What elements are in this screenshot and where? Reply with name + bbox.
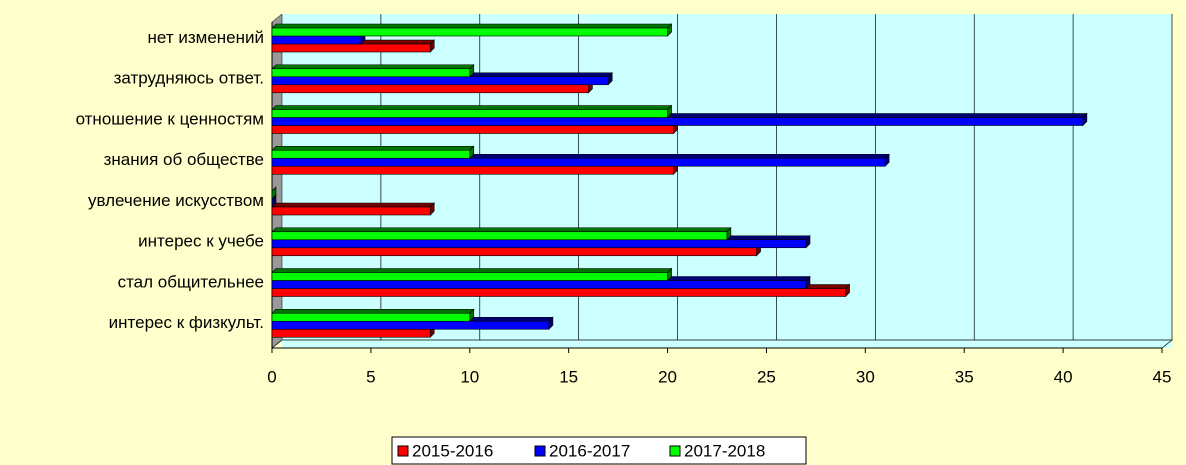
- bar-top: [271, 227, 732, 233]
- y-tick-label: увлечение искусством: [88, 191, 264, 210]
- bar: [271, 320, 550, 330]
- bar-top: [271, 64, 475, 70]
- bar: [271, 149, 471, 159]
- bar: [271, 288, 846, 297]
- bar-top: [271, 308, 475, 314]
- bar: [271, 312, 471, 322]
- bar: [271, 76, 609, 86]
- bar: [271, 247, 757, 257]
- bar: [271, 84, 589, 94]
- x-tick-label: 25: [757, 367, 776, 386]
- x-tick-label: 15: [559, 367, 578, 386]
- side-wall: [271, 13, 283, 349]
- y-tick-label: знания об обществе: [104, 150, 264, 169]
- y-tick-label: затрудняюсь ответ.: [114, 69, 264, 88]
- bar-top: [271, 23, 673, 29]
- legend-box: [391, 436, 807, 465]
- x-tick-label: 5: [366, 367, 375, 386]
- bar: [271, 109, 668, 118]
- x-tick-label: 10: [460, 367, 479, 386]
- legend-label: 2017-2018: [684, 441, 765, 460]
- bar: [271, 35, 362, 45]
- legend-label: 2015-2016: [412, 441, 493, 460]
- bar: [271, 117, 1084, 126]
- bar-top: [271, 202, 435, 208]
- y-tick-label: интерес к учебе: [138, 232, 264, 251]
- bar: [271, 68, 471, 78]
- x-tick-label: 40: [1054, 367, 1073, 386]
- plot-background: [282, 14, 1172, 348]
- x-tick-label: 0: [267, 367, 276, 386]
- x-tick-label: 45: [1153, 367, 1172, 386]
- bar-side: [271, 186, 277, 200]
- y-tick-label: отношение к ценностям: [76, 109, 264, 128]
- y-tick-label: стал общительнее: [118, 272, 264, 291]
- bar: [271, 27, 668, 37]
- bar: [271, 239, 807, 249]
- bar: [271, 165, 674, 175]
- bar: [271, 157, 886, 167]
- x-tick-label: 20: [658, 367, 677, 386]
- bar: [271, 125, 674, 134]
- legend-swatch: [397, 445, 409, 457]
- y-tick-label: интерес к физкульт.: [109, 313, 264, 332]
- x-tick-label: 30: [856, 367, 875, 386]
- bar-top: [271, 105, 673, 110]
- y-tick-label: нет изменений: [148, 28, 264, 47]
- bar: [271, 272, 668, 281]
- bar-top: [271, 145, 475, 151]
- legend-label: 2016-2017: [549, 441, 630, 460]
- legend-swatch: [669, 445, 681, 457]
- bar: [271, 328, 431, 338]
- x-tick-label: 35: [955, 367, 974, 386]
- bar: [271, 43, 431, 53]
- bar-top: [271, 268, 673, 273]
- legend-swatch: [534, 445, 546, 457]
- bar: [271, 206, 431, 216]
- bar: [271, 231, 728, 241]
- bar: [271, 280, 807, 289]
